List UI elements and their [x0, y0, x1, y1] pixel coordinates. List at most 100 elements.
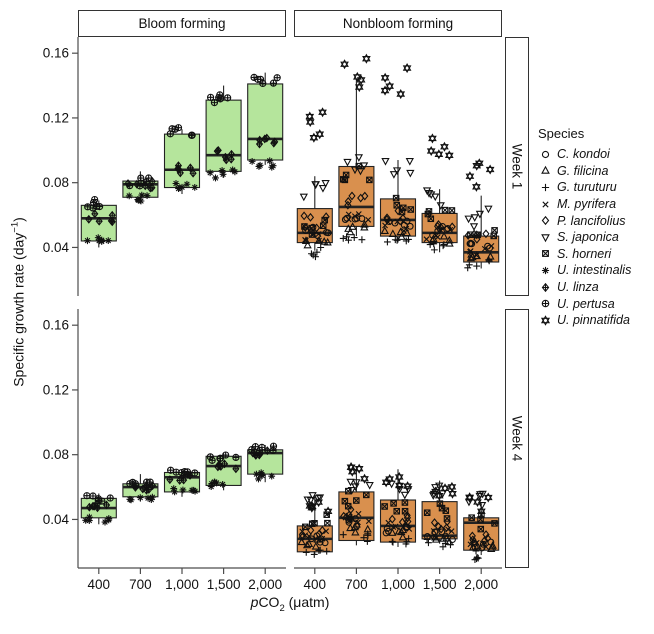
triangle-up-marker	[314, 236, 323, 244]
asterisk-marker	[134, 196, 142, 203]
square-x-marker	[491, 520, 498, 527]
asterisk-marker	[191, 183, 199, 191]
circle-marker	[486, 244, 494, 252]
star6-marker	[440, 144, 449, 152]
plus-marker	[360, 534, 368, 542]
diamond-plus-marker	[96, 217, 103, 225]
diamond-plus-marker	[145, 485, 152, 494]
triangle-down-marker	[541, 234, 550, 243]
plus-marker	[339, 531, 347, 539]
triangle-up-marker	[303, 240, 312, 249]
triangle-down-marker	[299, 193, 308, 202]
square-x-marker	[393, 508, 400, 515]
x-icon	[542, 200, 549, 208]
diamond-marker	[344, 200, 352, 210]
y-tick-label: 0.16	[43, 46, 69, 61]
legend-item-label: U. linza	[557, 280, 599, 295]
circle-plus-marker	[209, 457, 216, 464]
diamond-plus-marker	[139, 484, 147, 494]
triangle-up-marker	[488, 541, 497, 549]
star6-marker	[394, 471, 404, 480]
square-x-marker	[355, 162, 363, 170]
panel-week4-bloom	[80, 442, 284, 526]
star6-marker	[380, 72, 390, 81]
asterisk-marker	[190, 486, 198, 494]
x-marker	[427, 533, 434, 540]
circle-plus-marker	[257, 76, 264, 83]
y-tick-label: 0.04	[43, 512, 70, 527]
x-marker	[355, 211, 362, 218]
x-marker	[355, 510, 362, 517]
y-axis-title-text: Specific growth rate (day	[10, 232, 27, 387]
plus-marker	[439, 543, 447, 551]
asterisk-marker	[266, 157, 274, 165]
asterisk-marker	[231, 168, 239, 176]
diamond-plus-marker	[221, 152, 230, 162]
triangle-up-marker	[297, 537, 306, 546]
star6-marker	[305, 116, 315, 125]
y-tick-label: 0.08	[43, 447, 69, 462]
x-marker	[447, 226, 454, 233]
diamond-marker	[298, 530, 306, 540]
circle-plus-marker	[211, 99, 218, 106]
square-x-marker	[425, 208, 433, 215]
diamond-marker	[396, 216, 404, 226]
diamond-marker	[383, 215, 391, 224]
star6-marker	[473, 499, 482, 508]
diamond-plus-marker	[166, 475, 174, 485]
square-x-marker	[477, 525, 485, 533]
triangle-up-marker	[388, 229, 397, 237]
asterisk-marker	[147, 496, 155, 504]
star6-marker	[362, 53, 371, 62]
circle-marker	[358, 215, 366, 223]
plus-marker	[473, 262, 481, 270]
panel-week1-bloom	[80, 72, 284, 248]
star6-marker	[431, 488, 440, 497]
diamond-marker	[482, 229, 490, 239]
square-x-marker	[477, 525, 484, 533]
x-marker	[365, 216, 372, 223]
triangle-down-marker	[406, 169, 415, 178]
square-x-marker	[436, 500, 444, 507]
scatter-points-star6	[305, 53, 495, 192]
circle-plus-marker	[83, 492, 90, 499]
star6-marker	[380, 87, 390, 96]
x-marker	[351, 213, 358, 220]
square-x-marker	[425, 208, 433, 215]
diamond-plus-marker	[166, 476, 173, 484]
star6-marker	[352, 74, 362, 82]
triangle-up-marker	[472, 251, 482, 260]
circle-plus-marker	[188, 132, 195, 139]
triangle-down-marker	[484, 205, 493, 214]
x-tick-label: 1,000	[381, 577, 415, 592]
circle-plus-marker	[89, 492, 97, 500]
scatter-points-plus	[302, 530, 482, 564]
circle-marker	[308, 535, 315, 543]
square-x-marker	[467, 231, 474, 238]
facet-strip-week1-label: Week 1	[509, 143, 525, 190]
triangle-up-marker	[468, 542, 478, 551]
circle-marker	[383, 525, 391, 532]
square-x-marker	[448, 207, 456, 214]
star6-marker	[307, 505, 317, 513]
triangle-up-marker	[380, 226, 389, 234]
square-x-marker	[345, 487, 352, 495]
triangle-up-marker	[466, 253, 476, 262]
legend-item: U. pinnatifida	[538, 312, 631, 329]
star6-marker	[395, 482, 404, 491]
diamond-marker	[300, 211, 308, 221]
triangle-down-marker	[318, 185, 328, 193]
diamond-plus-marker	[91, 209, 99, 219]
plus-marker	[402, 540, 410, 548]
diamond-marker	[361, 191, 369, 201]
diamond-plus-marker	[232, 464, 240, 474]
star6-marker	[396, 89, 406, 97]
square-x-marker	[301, 223, 308, 230]
square-x-marker	[436, 500, 444, 507]
y-tick-label: 0.12	[43, 110, 69, 125]
triangle-down-marker	[392, 167, 402, 175]
asterisk-marker	[136, 494, 144, 501]
star6-marker	[323, 506, 333, 515]
square-x-marker	[477, 516, 484, 523]
triangle-down-marker	[308, 492, 317, 500]
